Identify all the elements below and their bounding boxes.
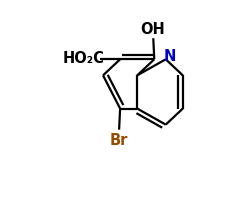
Text: N: N [164, 49, 176, 64]
Text: HO₂C: HO₂C [63, 51, 105, 65]
Text: Br: Br [110, 133, 128, 147]
Text: OH: OH [140, 22, 165, 37]
